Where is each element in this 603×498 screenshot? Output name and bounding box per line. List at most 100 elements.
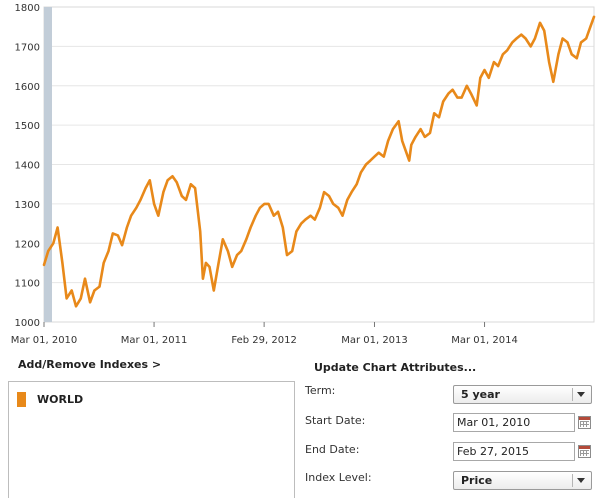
index-item-world[interactable]: WORLD — [17, 391, 83, 407]
data-point — [205, 262, 207, 264]
data-point — [175, 181, 178, 184]
data-point — [286, 254, 288, 256]
data-point — [309, 214, 312, 217]
data-point — [328, 195, 330, 197]
data-point — [75, 305, 77, 308]
chart-grid — [44, 6, 594, 323]
update-chart-attributes-title: Update Chart Attributes... — [314, 361, 477, 374]
data-point — [419, 128, 422, 130]
data-point — [102, 262, 105, 264]
start-date-label: Start Date: — [305, 414, 366, 427]
data-point — [433, 112, 436, 115]
data-point — [258, 206, 261, 209]
data-point — [377, 151, 380, 154]
data-point — [267, 202, 270, 205]
add-remove-indexes-link[interactable]: Add/Remove Indexes > — [18, 358, 162, 371]
chart-range-handle[interactable] — [44, 7, 52, 322]
data-point — [295, 230, 298, 233]
data-point — [460, 96, 463, 99]
y-tick-label: 1500 — [15, 121, 40, 132]
data-point — [121, 244, 123, 247]
data-point — [180, 195, 183, 197]
y-tick-label: 1700 — [15, 42, 40, 53]
data-point — [365, 163, 367, 166]
data-point — [171, 175, 174, 178]
index-level-select[interactable]: Price — [453, 471, 592, 490]
y-tick-label: 1400 — [15, 161, 40, 172]
data-point — [397, 120, 400, 123]
data-point — [408, 159, 411, 162]
data-point — [506, 49, 509, 52]
calendar-icon[interactable] — [578, 416, 591, 429]
chevron-down-icon — [577, 392, 585, 397]
end-date-label: End Date: — [305, 443, 360, 456]
data-point — [593, 15, 595, 18]
data-point — [337, 206, 340, 209]
x-tick-label: Mar 01, 2014 — [451, 335, 518, 346]
data-point — [539, 21, 541, 24]
series-group — [42, 15, 596, 308]
data-point — [552, 80, 555, 83]
data-point — [277, 210, 279, 213]
y-tick-label: 1100 — [15, 279, 40, 290]
data-point — [475, 104, 478, 107]
data-point — [89, 301, 92, 304]
data-point — [56, 226, 59, 229]
data-point — [249, 226, 252, 229]
x-tick-label: Mar 01, 2013 — [341, 335, 408, 346]
data-point — [502, 53, 504, 56]
data-point — [84, 277, 86, 280]
series-line-0 — [42, 15, 596, 308]
data-point — [236, 254, 238, 256]
index-level-label: Index Level: — [305, 471, 372, 484]
data-point — [589, 25, 592, 28]
data-point — [111, 232, 114, 235]
data-point — [281, 226, 284, 229]
data-point — [202, 277, 204, 280]
data-point — [570, 53, 573, 56]
y-tick-label: 1000 — [15, 318, 40, 329]
data-point — [240, 250, 243, 253]
data-point — [346, 199, 349, 201]
data-point — [162, 191, 165, 193]
data-point — [231, 265, 234, 268]
data-point — [130, 214, 133, 217]
data-point — [585, 37, 588, 40]
data-point — [341, 214, 344, 217]
x-tick-label: Feb 29, 2012 — [231, 335, 296, 346]
data-point — [212, 289, 215, 292]
data-point — [189, 183, 192, 186]
y-tick-label: 1800 — [15, 3, 40, 14]
index-color-swatch — [17, 391, 26, 407]
data-point — [144, 187, 147, 190]
data-point — [61, 262, 64, 264]
data-point — [575, 57, 578, 60]
data-point — [483, 69, 486, 71]
data-point — [185, 199, 187, 201]
data-point — [148, 179, 151, 182]
start-date-field[interactable]: Mar 01, 2010 — [453, 413, 575, 432]
data-point — [515, 37, 518, 40]
data-point — [107, 250, 110, 253]
data-point — [382, 155, 385, 158]
index-list: WORLD — [8, 381, 295, 498]
data-point — [70, 289, 73, 292]
data-point — [429, 132, 431, 134]
calendar-icon[interactable] — [578, 445, 591, 458]
y-tick-label: 1600 — [15, 82, 40, 93]
data-point — [355, 183, 358, 186]
data-point — [272, 214, 275, 217]
data-point — [492, 61, 495, 64]
data-point — [135, 206, 138, 209]
data-point — [166, 179, 169, 182]
end-date-field[interactable]: Feb 27, 2015 — [453, 442, 575, 461]
data-point — [442, 100, 445, 103]
data-point — [447, 92, 450, 95]
data-point — [401, 139, 404, 142]
index-level-select-value: Price — [461, 474, 493, 487]
data-point — [199, 230, 202, 233]
data-point — [456, 96, 459, 99]
data-point — [479, 76, 482, 79]
term-select[interactable]: 5 year — [453, 385, 592, 404]
data-point — [557, 53, 560, 56]
